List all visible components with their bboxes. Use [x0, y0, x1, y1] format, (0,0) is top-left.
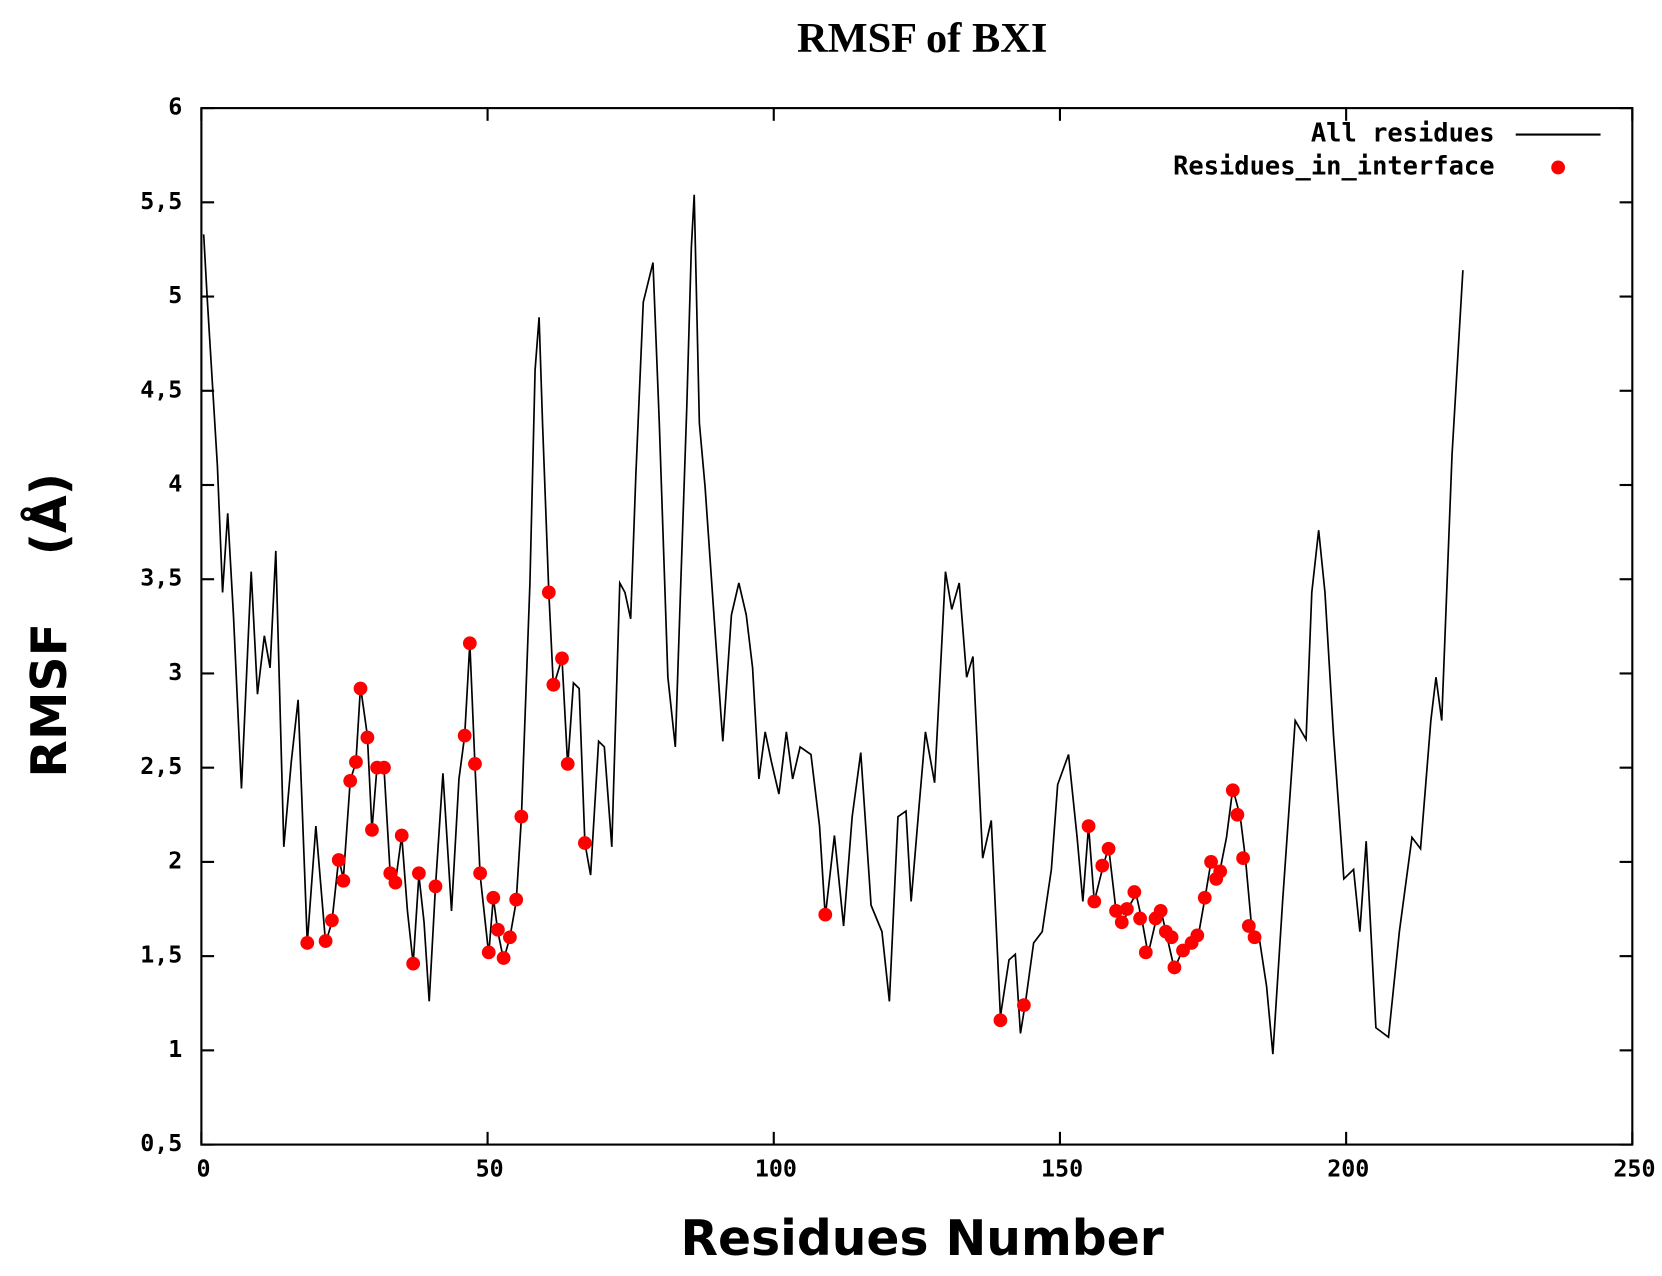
- data-point: [1081, 819, 1096, 833]
- data-point: [1164, 930, 1179, 945]
- legend-label: All residues: [1311, 118, 1495, 148]
- data-point: [1133, 911, 1147, 926]
- data-point: [457, 728, 472, 743]
- data-point: [428, 879, 443, 894]
- data-point: [1236, 851, 1250, 866]
- x-tick-label: 0: [196, 1156, 210, 1183]
- y-tick-label: 5,5: [140, 188, 182, 215]
- y-tick-label: 3,5: [140, 565, 182, 592]
- data-point: [1225, 783, 1240, 798]
- data-point: [1127, 885, 1142, 899]
- data-point: [490, 922, 505, 937]
- data-point: [318, 934, 333, 948]
- data-point: [1247, 930, 1262, 945]
- data-point: [1101, 841, 1116, 856]
- data-point: [993, 1013, 1008, 1028]
- y-tick-label: 5: [168, 282, 182, 309]
- y-tick-label: 2: [168, 847, 182, 874]
- data-point: [1138, 945, 1153, 960]
- data-point: [353, 681, 368, 696]
- y-tick-label: 3: [168, 659, 182, 686]
- y-tick-label: 6: [168, 94, 182, 121]
- x-tick-label: 100: [755, 1156, 797, 1183]
- data-point: [560, 757, 575, 771]
- data-point: [406, 956, 421, 971]
- data-point: [360, 730, 375, 745]
- y-tick-label: 1: [168, 1036, 182, 1063]
- x-tick-label: 150: [1041, 1156, 1083, 1183]
- x-tick-label: 50: [476, 1156, 504, 1183]
- x-axis-label: Residues Number: [680, 1211, 1163, 1267]
- data-point: [555, 651, 569, 666]
- data-point: [1167, 960, 1182, 975]
- data-point: [462, 636, 477, 651]
- data-point: [486, 890, 501, 905]
- data-point: [1204, 855, 1218, 869]
- data-point: [1241, 919, 1256, 933]
- y-tick-label: 0,5: [140, 1130, 182, 1157]
- data-point: [468, 757, 482, 771]
- data-point: [1213, 864, 1228, 879]
- data-point: [818, 907, 833, 922]
- data-point: [300, 936, 315, 950]
- data-point: [325, 913, 339, 928]
- data-point: [577, 836, 592, 850]
- data-point: [514, 809, 529, 824]
- data-point: [365, 822, 379, 837]
- data-point: [541, 585, 556, 600]
- data-point: [509, 892, 524, 907]
- y-tick-label: 4,5: [140, 376, 182, 403]
- y-tick-label: 4: [168, 471, 182, 498]
- data-point: [1120, 902, 1134, 916]
- chart-title: RMSF of BXI: [797, 15, 1047, 62]
- data-point: [1114, 915, 1129, 930]
- data-point: [481, 945, 496, 960]
- data-point: [1016, 998, 1031, 1013]
- y-tick-label: 2,5: [140, 753, 182, 780]
- plot-border: [200, 107, 1634, 1146]
- data-point: [503, 930, 517, 945]
- data-point: [1153, 904, 1168, 918]
- data-point: [412, 866, 426, 881]
- data-point: [1109, 904, 1123, 918]
- data-point: [331, 853, 346, 867]
- data-point: [336, 873, 351, 888]
- x-tick-label: 200: [1327, 1156, 1369, 1183]
- data-point: [1087, 894, 1102, 909]
- data-point: [388, 875, 403, 890]
- legend-label: Residues_in_interface: [1173, 150, 1494, 180]
- data-point: [473, 866, 488, 881]
- data-point: [343, 773, 358, 788]
- data-point: [349, 755, 363, 769]
- y-tick-label: 1,5: [140, 942, 182, 969]
- data-point: [546, 677, 561, 692]
- y-axis-label: RMSF (Å): [21, 473, 78, 778]
- data-point: [1197, 890, 1212, 905]
- data-point: [394, 828, 409, 843]
- data-point: [377, 760, 391, 775]
- data-point: [1230, 807, 1245, 822]
- x-tick-label: 250: [1613, 1156, 1655, 1183]
- data-point: [1190, 928, 1205, 943]
- legend-marker: [1551, 160, 1566, 175]
- data-point: [496, 951, 511, 965]
- data-point: [1095, 858, 1110, 873]
